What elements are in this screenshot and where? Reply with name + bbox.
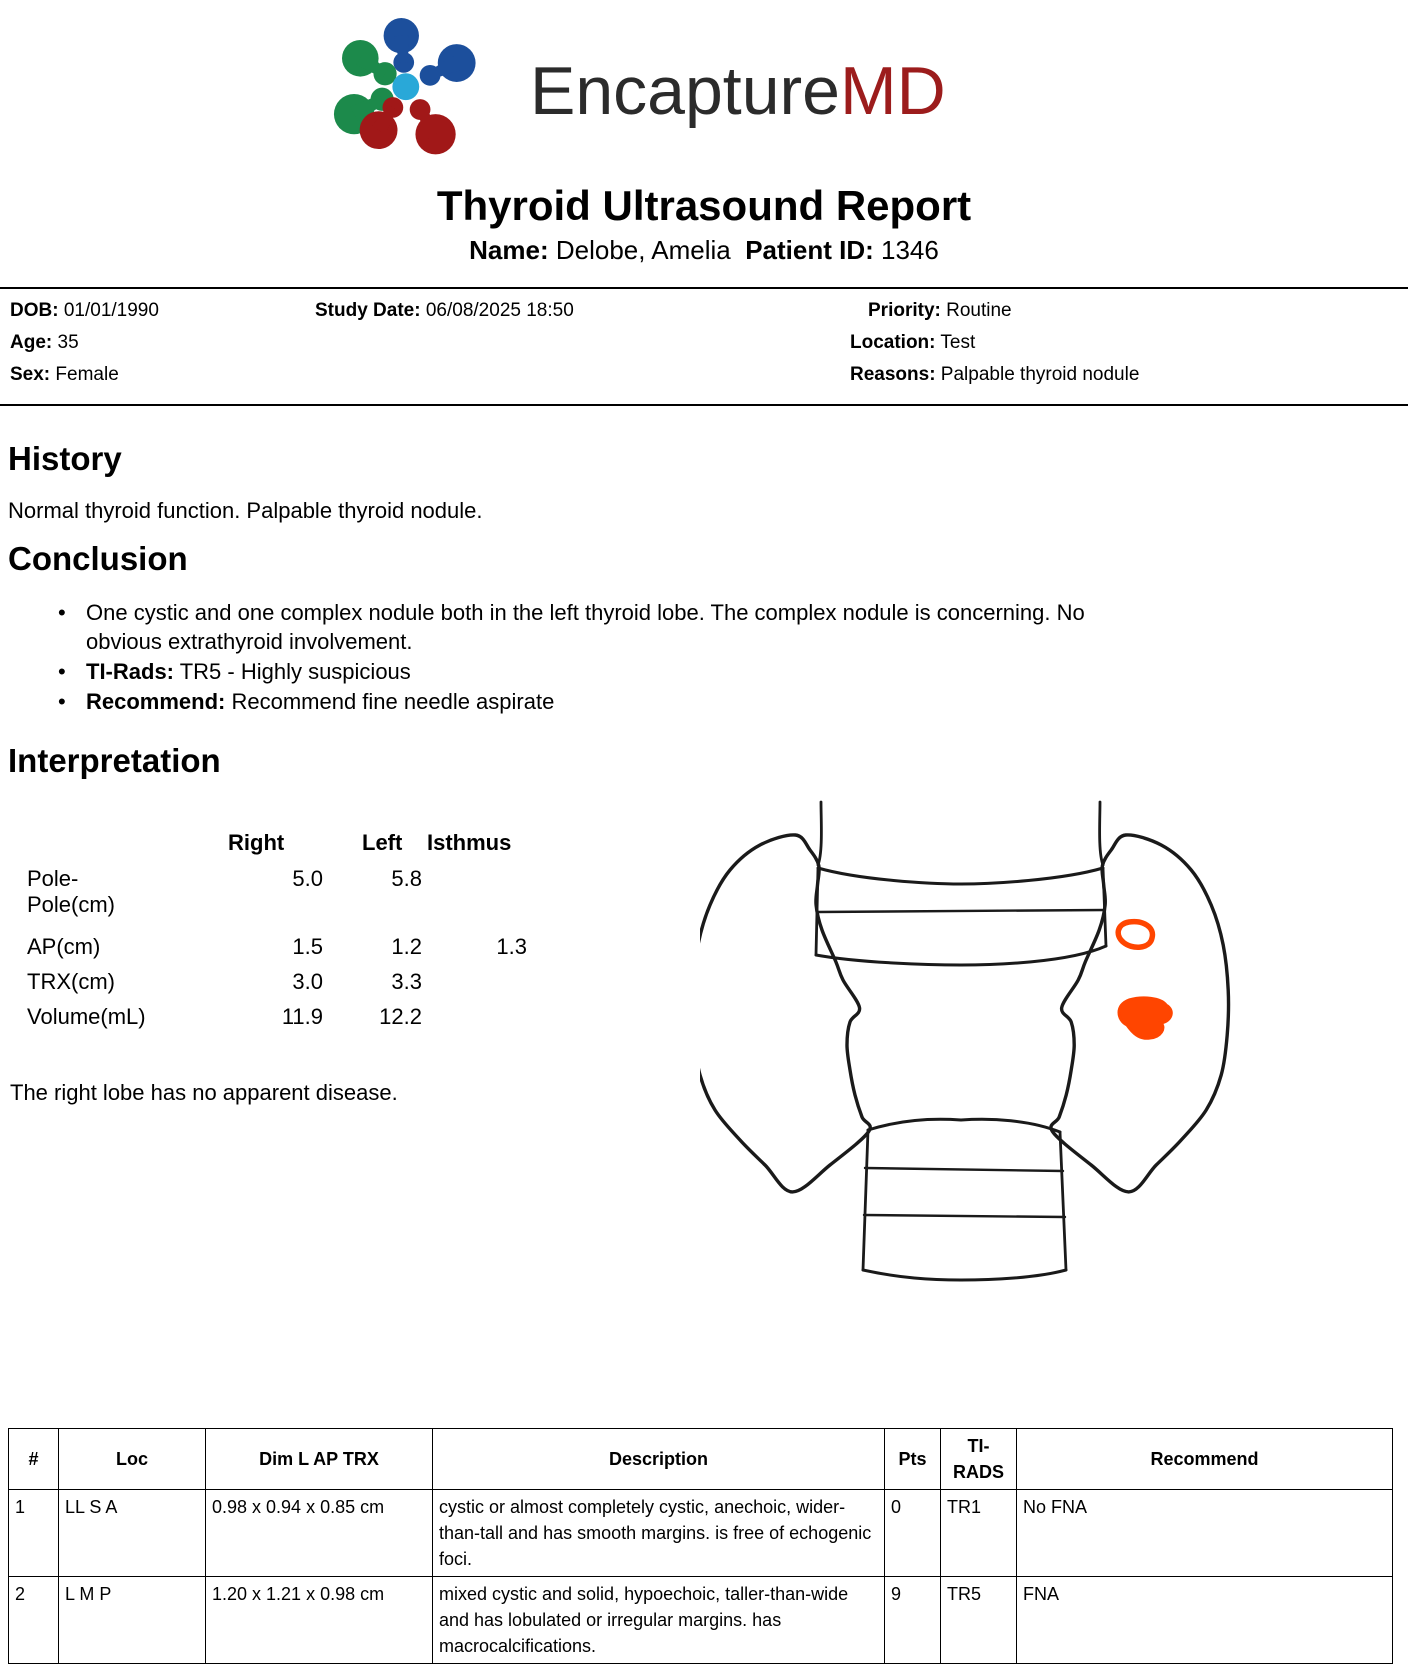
svg-text:EncaptureMD: EncaptureMD xyxy=(530,53,946,129)
